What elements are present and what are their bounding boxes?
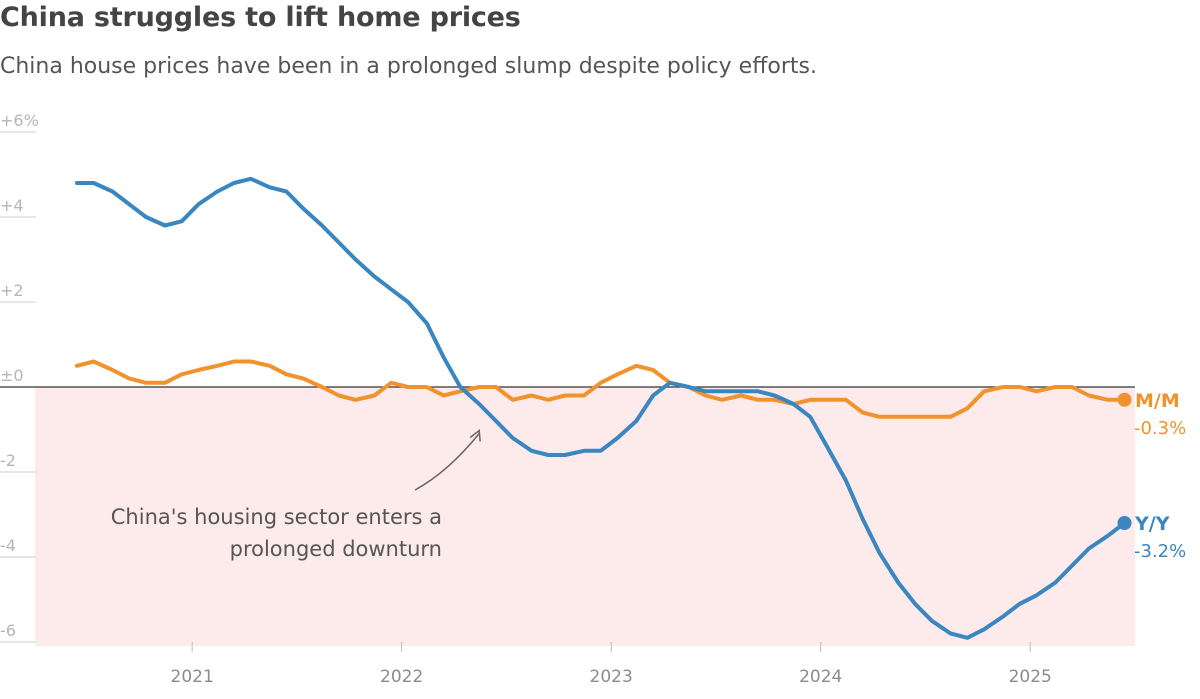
- x-tick-label: 2025: [1009, 667, 1052, 687]
- series-line-yy: [74, 176, 1127, 640]
- series-end-value: -0.3%: [1134, 418, 1186, 439]
- annotation-arrowhead: [469, 429, 481, 442]
- y-tick-label: +6%: [0, 111, 39, 130]
- series-end-point-mm: [1117, 392, 1132, 407]
- series-end-point-yy: [1117, 516, 1132, 530]
- annotation-text: prolonged downturn: [230, 537, 442, 561]
- series-label: Y/Y: [1134, 513, 1170, 535]
- y-tick-label: ±0: [0, 366, 24, 385]
- y-tick-label: -6: [0, 621, 16, 640]
- y-tick-label: +2: [0, 281, 24, 300]
- chart-subtitle: China house prices have been in a prolon…: [0, 54, 817, 79]
- annotation-arrow: [414, 433, 480, 491]
- y-tick-label: -4: [0, 536, 16, 555]
- series-line-mm: [74, 359, 1127, 419]
- x-tick-label: 2023: [590, 667, 633, 687]
- series-end-value: -3.2%: [1134, 541, 1186, 562]
- chart-title: China struggles to lift home prices: [0, 2, 521, 33]
- negative-region: [35, 387, 1135, 646]
- x-tick-label: 2024: [799, 667, 842, 687]
- series-label: M/M: [1135, 390, 1180, 412]
- y-tick-label: -2: [0, 451, 16, 470]
- x-tick-label: 2022: [380, 667, 423, 687]
- x-tick-label: 2021: [171, 667, 214, 687]
- y-tick-label: +4: [0, 196, 24, 215]
- annotation-text: China's housing sector enters a: [111, 505, 442, 529]
